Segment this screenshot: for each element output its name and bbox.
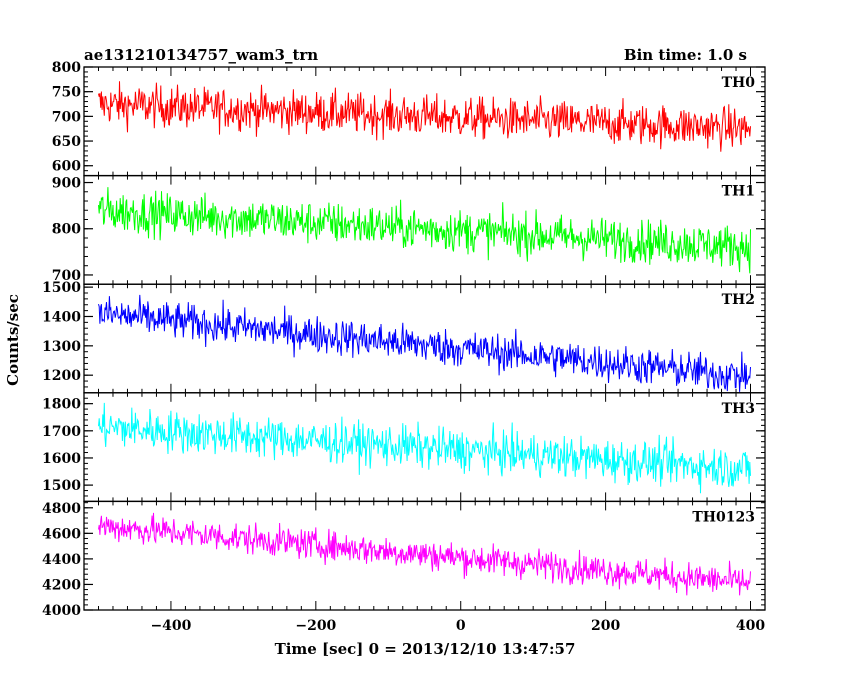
y-tick-label: 4400: [42, 552, 81, 568]
y-tick-label: 650: [52, 134, 81, 150]
y-tick-label: 800: [52, 60, 81, 76]
y-tick-label: 1800: [42, 397, 81, 413]
series-label-th1: TH1: [722, 184, 755, 200]
y-tick-label: 600: [52, 159, 81, 175]
y-tick-label: 4200: [42, 577, 81, 593]
y-tick-label: 1300: [42, 339, 81, 355]
y-tick-label: 1400: [42, 309, 81, 325]
y-tick-label: 900: [52, 176, 81, 192]
panel-th1: 700 800 900 TH1: [52, 174, 766, 285]
bin-time-label: Bin time: 1.0 s: [624, 46, 747, 64]
panel-frame: [83, 500, 766, 611]
y-tick-label: 800: [52, 222, 81, 238]
panel-th0123: 4000 4200 4400 4600 4800 TH0123: [42, 500, 766, 619]
chart-title: ae131210134757_wam3_trn: [84, 46, 318, 64]
x-tick-label: 0: [456, 618, 466, 634]
series-line-th1: [98, 187, 751, 274]
y-tick-label: 1200: [42, 368, 81, 384]
y-tick-label: 4600: [42, 526, 81, 542]
series-label-th0: TH0: [722, 75, 756, 91]
x-axis-label: Time [sec] 0 = 2013/12/10 13:47:57: [275, 640, 576, 658]
y-tick-label: 4800: [42, 501, 81, 517]
series-label-th2: TH2: [722, 292, 755, 308]
x-axis: −400 −200 0 200 400: [150, 618, 765, 634]
x-tick-label: 400: [736, 618, 765, 634]
panel-th3: 1500 1600 1700 1800 TH3: [42, 392, 766, 503]
panels: 600 650 700 750 800 TH0 700 800 900 TH1 1200 1300 14…: [42, 60, 766, 619]
y-tick-label: 1500: [42, 478, 81, 494]
series-line-th0: [98, 81, 751, 152]
panel-th2: 1200 1300 1400 1500 TH2: [42, 280, 766, 394]
y-tick-label: 700: [52, 268, 81, 284]
series-label-th0123: TH0123: [692, 509, 755, 525]
y-tick-label: 1700: [42, 424, 81, 440]
series-line-th2: [98, 294, 751, 392]
panel-frame: [83, 174, 766, 285]
y-tick-label: 1600: [42, 451, 81, 467]
y-axis-label: Counts/sec: [4, 294, 22, 386]
series-line-th0123: [98, 512, 751, 596]
series-label-th3: TH3: [722, 401, 755, 417]
y-tick-label: 700: [52, 109, 81, 125]
x-tick-label: 200: [591, 618, 620, 634]
panel-th0: 600 650 700 750 800 TH0: [52, 60, 766, 177]
x-tick-label: −200: [295, 618, 336, 634]
series-line-th3: [98, 402, 751, 494]
y-tick-label: 750: [52, 85, 81, 101]
y-tick-label: 4000: [42, 603, 81, 619]
y-tick-label: 1500: [42, 280, 81, 296]
x-tick-label: −400: [150, 618, 191, 634]
